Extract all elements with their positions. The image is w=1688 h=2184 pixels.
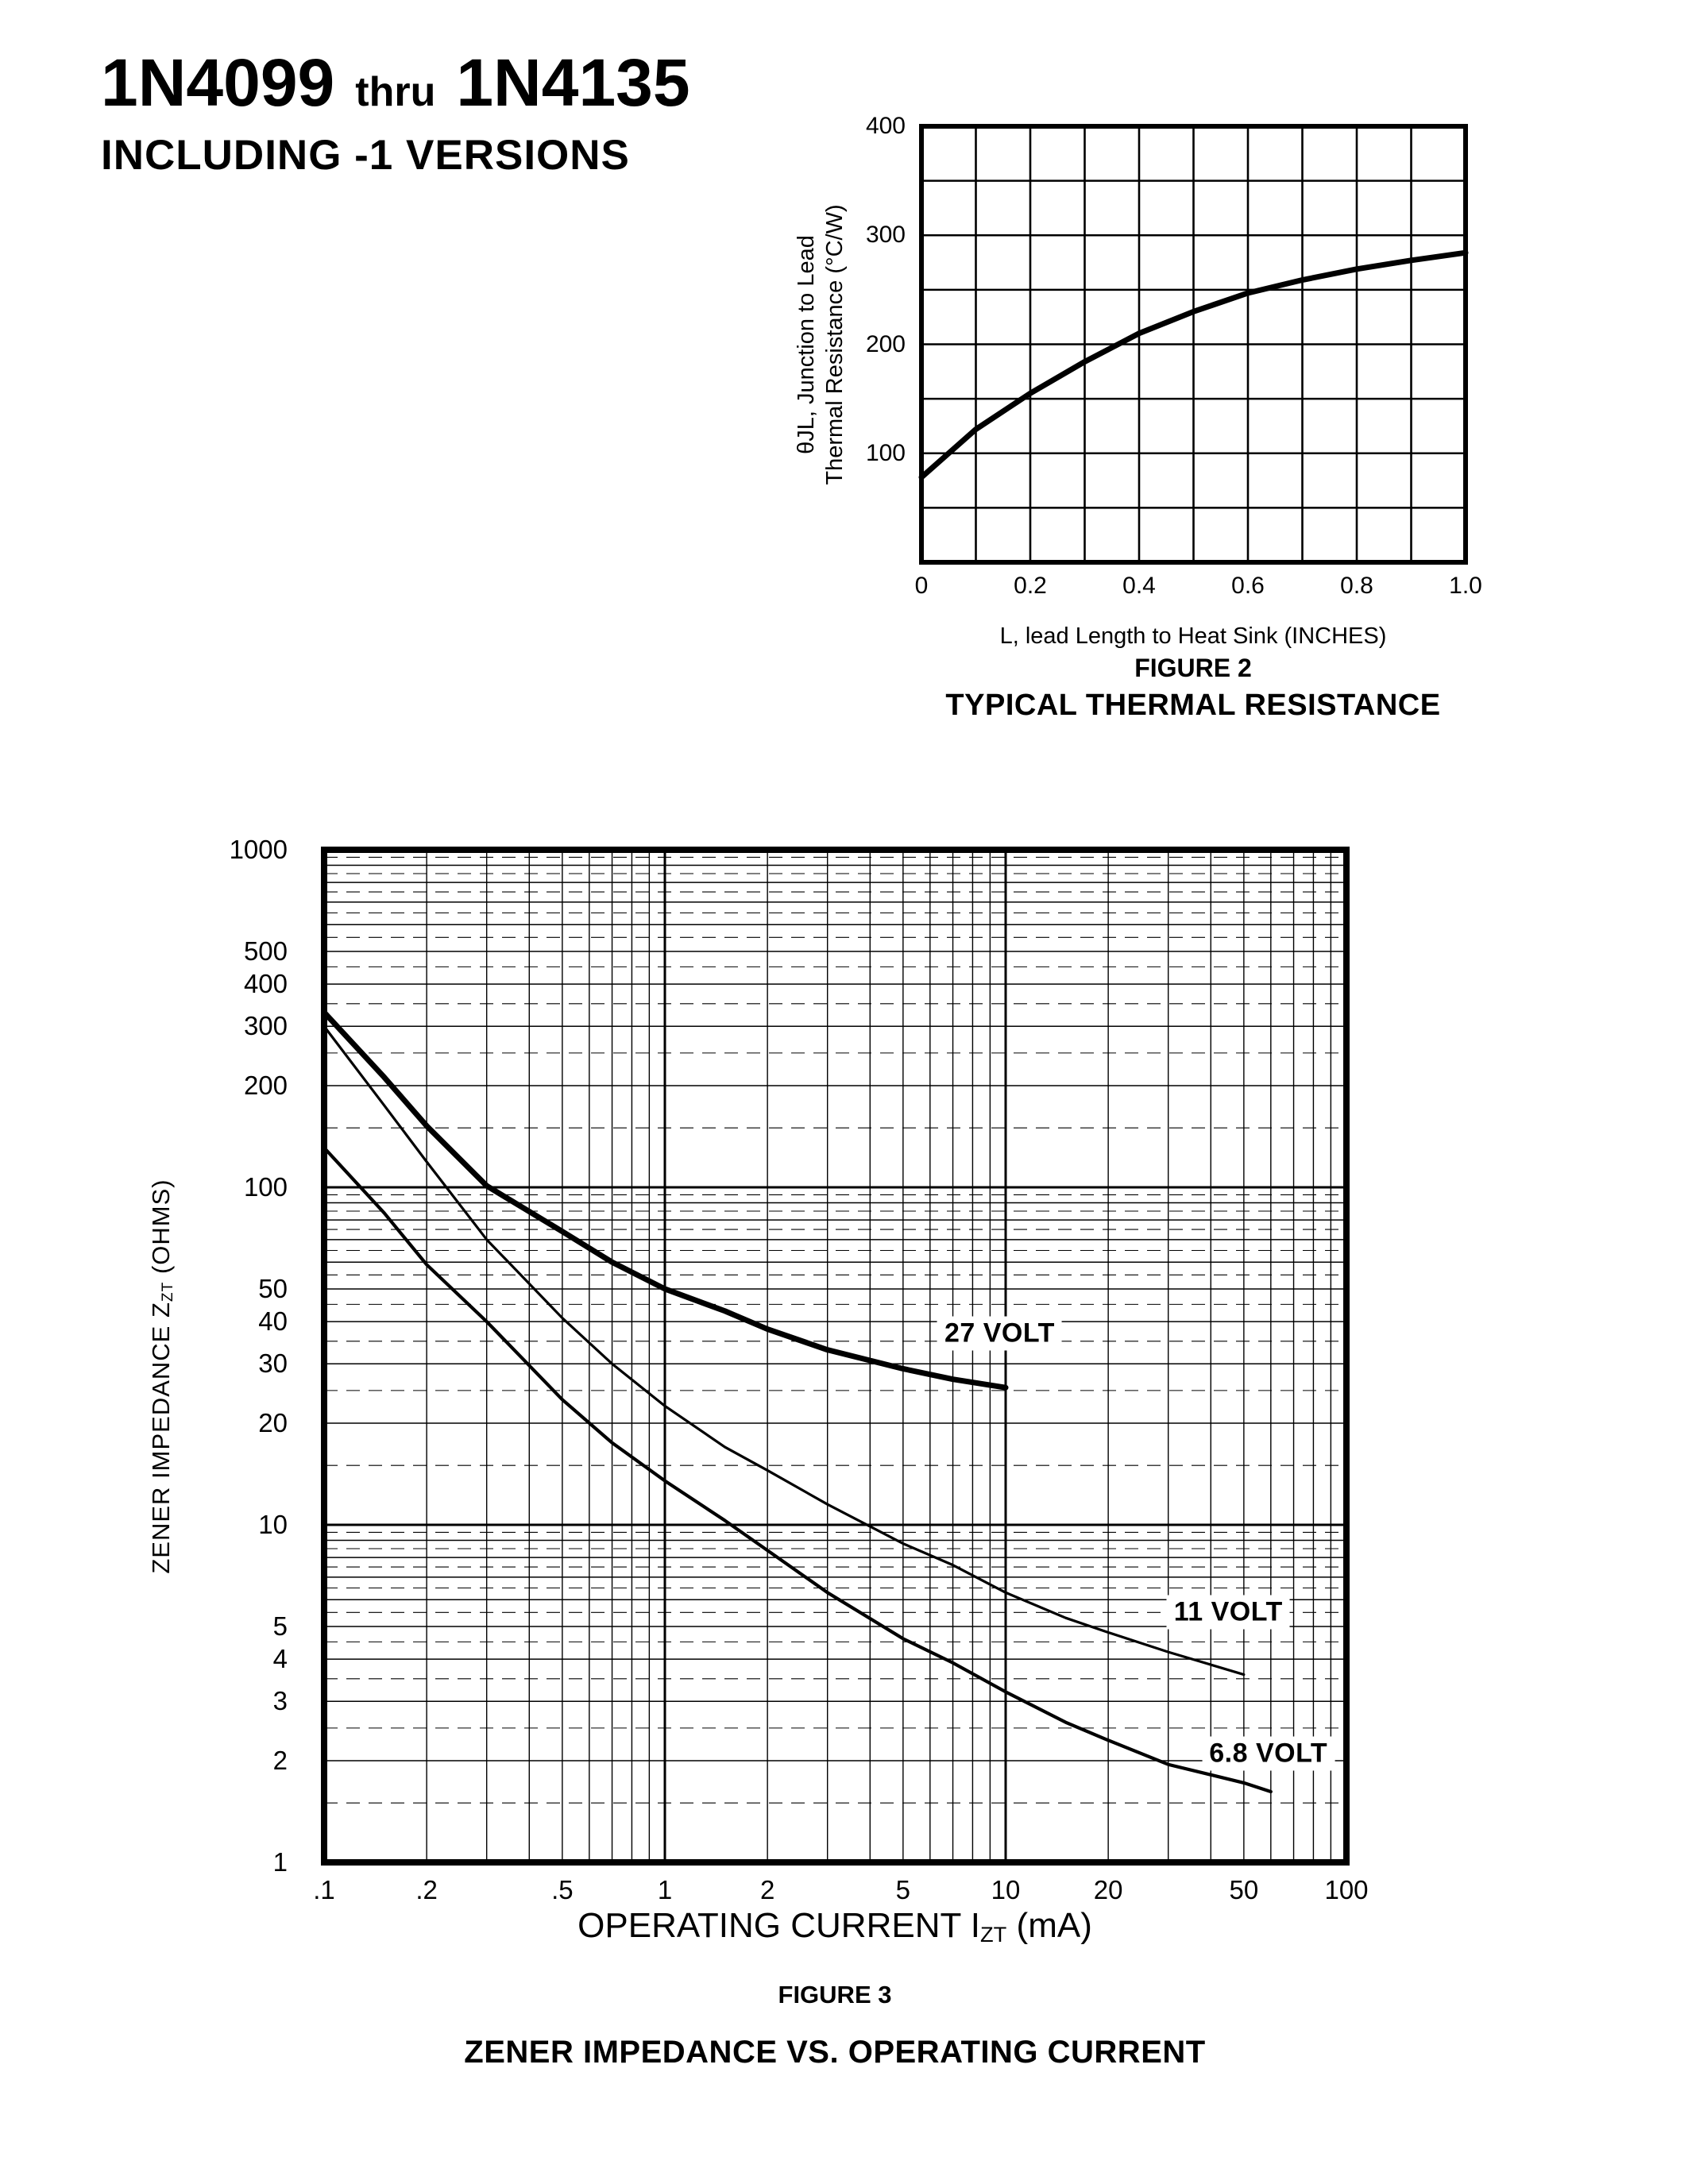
fig3-y-tick-label: 200 [243, 1071, 288, 1101]
fig2-x-tick-label: 0.6 [1231, 573, 1265, 599]
fig2-y-tick-label: 100 [865, 439, 906, 466]
title-part-start: 1N4099 [101, 45, 335, 120]
curve-label-11-volt: 11 VOLT [1166, 1595, 1290, 1630]
curve-label-6-8-volt: 6.8 VOLT [1202, 1736, 1335, 1771]
fig3-x-tick-label: 2 [759, 1875, 775, 1904]
fig3-x-tick-label: .2 [415, 1875, 438, 1904]
fig3-y-tick-label: 10 [258, 1510, 288, 1539]
fig2-y-tick-label: 400 [865, 113, 906, 139]
fig3-x-tick-label: 100 [1324, 1875, 1369, 1904]
fig3-y-tick-label: 30 [258, 1349, 288, 1379]
fig2-y-tick-label: 200 [865, 330, 906, 357]
fig2-x-tick-label: 0.4 [1122, 573, 1156, 599]
fig3-x-axis-title-text: OPERATING CURRENT I [577, 1906, 981, 1945]
fig3-x-tick-label: .1 [313, 1875, 335, 1904]
fig3-y-tick-label: 5 [272, 1611, 288, 1641]
fig3-x-tick-label: 5 [895, 1875, 911, 1904]
fig2-captions: L, lead Length to Heat Sink (INCHES) FIG… [945, 623, 1440, 723]
fig3-y-tick-label: 1000 [229, 835, 288, 864]
title-thru: thru [355, 69, 436, 115]
fig3-curve-27-volt [321, 1009, 1009, 1391]
fig3-x-tick-label: 20 [1093, 1875, 1123, 1904]
fig2-x-tick-label: 0 [914, 573, 929, 599]
fig3-y-tick-label: 40 [258, 1306, 288, 1337]
fig3-x-tick-label: 1 [657, 1875, 673, 1904]
fig3-x-tick-label: .5 [551, 1875, 574, 1904]
fig3-y-tick-label: 3 [272, 1686, 288, 1716]
fig3-x-tick-label: 50 [1229, 1875, 1259, 1904]
fig3-figure-title: ZENER IMPEDANCE VS. OPERATING CURRENT [464, 2035, 1206, 2070]
fig3-y-tick-label: 4 [272, 1644, 288, 1674]
fig2-figure-label: FIGURE 2 [1134, 654, 1252, 682]
page-subtitle: INCLUDING -1 VERSIONS [101, 132, 630, 179]
fig2-x-axis-title: L, lead Length to Heat Sink (INCHES) [999, 623, 1387, 649]
fig3-y-tick-label: 50 [258, 1273, 288, 1303]
fig3-y-tick-label: 20 [258, 1408, 288, 1438]
fig3-x-axis-title-units: (mA) [1006, 1906, 1092, 1945]
fig3-x-tick-label: 10 [991, 1875, 1021, 1904]
fig3-figure-label: FIGURE 3 [778, 1981, 892, 2008]
fig2-x-tick-label: 1.0 [1449, 573, 1482, 599]
fig2-x-tick-label: 0.2 [1014, 573, 1047, 599]
fig3-x-axis-title-subscript: ZT [980, 1922, 1007, 1947]
fig3-y-tick-label: 300 [243, 1011, 288, 1041]
curve-label-27-volt: 27 VOLT [937, 1316, 1062, 1350]
figure2-chart [918, 124, 1469, 565]
fig3-y-tick-label: 100 [243, 1172, 288, 1202]
page-title: 1N4099 thru 1N4135 [101, 44, 690, 122]
fig3-captions: OPERATING CURRENT IZT (mA) FIGURE 3 ZENE… [464, 1906, 1205, 2070]
fig3-curve-11-volt [323, 1024, 1246, 1677]
fig2-x-tick-label: 0.8 [1340, 573, 1373, 599]
title-part-end: 1N4135 [456, 45, 690, 120]
fig3-y-tick-label: 1 [272, 1847, 288, 1877]
fig3-x-axis-title: OPERATING CURRENT IZT (mA) [464, 1906, 1205, 1947]
fig3-y-tick-label: 500 [243, 936, 288, 966]
fig3-curve-6-8-volt [322, 1146, 1273, 1794]
fig3-y-tick-label: 400 [243, 969, 288, 999]
fig3-y-tick-label: 2 [272, 1746, 288, 1776]
fig2-figure-title: TYPICAL THERMAL RESISTANCE [945, 689, 1441, 722]
fig2-y-tick-label: 300 [865, 222, 906, 249]
fig2-curve [918, 249, 1469, 480]
page-header: 1N4099 thru 1N4135 INCLUDING -1 VERSIONS [101, 44, 690, 179]
